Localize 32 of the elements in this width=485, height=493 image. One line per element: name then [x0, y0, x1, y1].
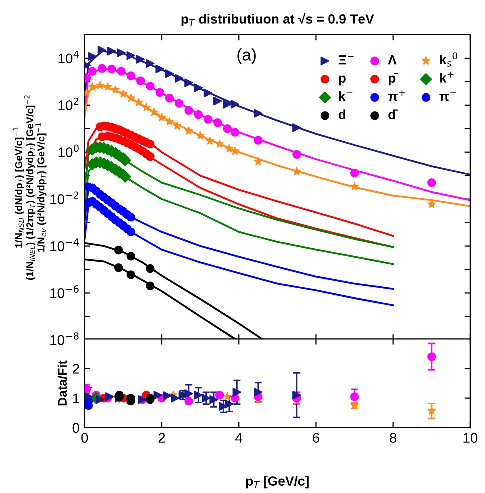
y-tick-label: 10$^{4}$ — [58, 51, 80, 64]
legend-label: d̄ — [388, 110, 398, 120]
x-tick-label: 4 — [236, 433, 243, 443]
x-tick-label: 0 — [82, 433, 88, 443]
x-tick-label: 2 — [158, 433, 166, 443]
y-tick-label: 10$^{0}$ — [58, 144, 79, 158]
y-tick-label: 0 — [72, 423, 80, 434]
legend-label: p̄ — [388, 73, 398, 86]
legend-label: k$_{s}$$^{0}$ — [440, 52, 458, 67]
x-tick-label: 8 — [390, 433, 397, 443]
y-tick-label: 10$^{2}$ — [58, 98, 79, 110]
y-tick-label: 1 — [73, 394, 80, 404]
x-tick-label: 10 — [464, 433, 478, 443]
legend-label: π$^{−}$ — [440, 92, 456, 102]
chart-title: p$_{T}$ distributiuon at √s = 0.9 TeV — [182, 13, 374, 27]
annotation: (a) — [238, 48, 256, 64]
legend-label: Ξ$^{−}$ — [338, 56, 354, 65]
legend-label: d — [338, 110, 346, 120]
x-tick-label: 6 — [313, 433, 320, 443]
y-tick-label: 2 — [72, 364, 80, 374]
legend-label: k$^{−}$ — [339, 91, 353, 102]
y-tick-label: 10$^{−2}$ — [50, 192, 79, 204]
x-axis-title: p$_{T}$ [GeV/c] — [246, 476, 309, 489]
legend-label: Λ — [388, 56, 397, 65]
text: 1/N$_{NSD}$ (dN/dp$_{T}$) [GeV/c]$^{−1}$ (1/N$_{INEL}$) (1/2πp$_{T}$) (d²N/dydp$_{T}$) [GeV/c]$^{−2}$ 1/N$_{ev}$ (d²N/dydp$_{T}$) [GeV/c]$^{−1}$ — [13, 96, 47, 280]
legend-label: k$^{+}$ — [440, 72, 454, 83]
y-tick-label: 10$^{−8}$ — [50, 332, 79, 346]
y-axis-title: Data/Fit — [58, 360, 68, 406]
legend-label: p — [339, 76, 346, 86]
y-tick-label: 10$^{−4}$ — [50, 238, 79, 252]
y-tick-label: 10$^{−6}$ — [50, 286, 79, 298]
legend-label: π$^{+}$ — [388, 90, 406, 102]
